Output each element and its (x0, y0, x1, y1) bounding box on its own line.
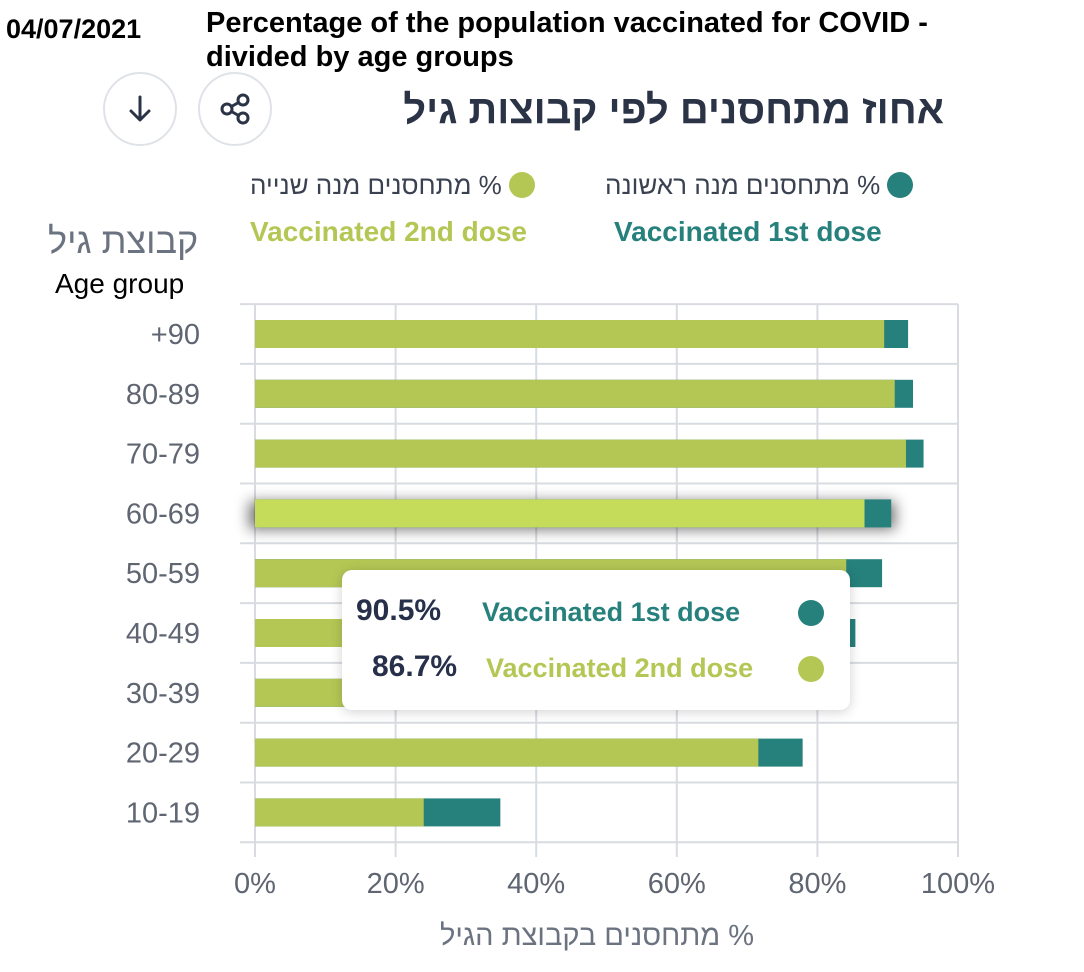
bar-dose2 (255, 320, 885, 348)
x-tick-label: 20% (367, 868, 425, 900)
bar-dose2 (255, 798, 424, 827)
legend-label-dose1-he: % מתחסנים מנה ראשונה (605, 170, 881, 200)
x-tick-label: 0% (234, 868, 276, 900)
tooltip-label-dose1: Vaccinated 1st dose (482, 597, 741, 627)
legend-dot-dose1 (887, 172, 914, 198)
x-tick-label: 60% (648, 868, 706, 900)
date-label: 04/07/2021 (6, 14, 142, 44)
y-axis-title-he: קבוצת גיל (48, 220, 199, 261)
x-tick-label: 100% (921, 868, 995, 900)
y-tick-label: 60-69 (126, 498, 200, 530)
y-tick-label: 80-89 (126, 379, 200, 411)
legend-label-dose2-en: Vaccinated 2nd dose (250, 216, 527, 247)
tooltip-value-dose1: 90.5% (356, 594, 442, 627)
tooltip-dot-dose1 (798, 600, 824, 626)
y-tick-label: 70-79 (126, 439, 200, 471)
bar-dose2 (255, 439, 906, 468)
x-tick-label: 40% (507, 868, 565, 900)
y-tick-label: 50-59 (126, 558, 200, 590)
x-axis-title: % מתחסנים בקבוצת הגיל (440, 920, 755, 952)
y-tick-label: 30-39 (126, 678, 200, 710)
chart-title-en: Percentage of the population vaccinated … (206, 7, 928, 74)
tooltip-row-dose1: 90.5% Vaccinated 1st dose (342, 588, 850, 638)
tooltip-row-dose2: 86.7% Vaccinated 2nd dose (342, 644, 850, 694)
y-tick-label: 20-29 (126, 738, 200, 770)
bar-dose2 (255, 379, 895, 408)
tooltip-dot-dose2 (798, 656, 824, 682)
tooltip-label-dose2: Vaccinated 2nd dose (486, 653, 754, 683)
share-icon (220, 93, 250, 125)
tooltip: 90.5% Vaccinated 1st dose 86.7% Vaccinat… (342, 570, 850, 710)
download-button[interactable] (103, 72, 177, 146)
legend-item-dose1-he[interactable]: % מתחסנים מנה ראשונה (605, 170, 914, 201)
legend-label-dose2-he: % מתחסנים מנה שנייה (250, 170, 502, 200)
tooltip-value-dose2: 86.7% (372, 650, 458, 683)
x-tick-label: 80% (788, 868, 846, 900)
chart-title-he: אחוז מתחסנים לפי קבוצות גיל (403, 88, 944, 132)
chart-labels: 0% 20% 40% 60% 80% 100% +90 80-89 70-79 60-69 50-5… (126, 319, 995, 900)
share-button[interactable] (198, 72, 272, 146)
legend-dot-dose2 (509, 172, 536, 198)
legend-item-dose2-he[interactable]: % מתחסנים מנה שנייה (250, 170, 536, 201)
y-tick-label: +90 (151, 319, 200, 351)
download-arrow-icon (129, 95, 151, 122)
y-axis-title-en: Age group (55, 268, 185, 299)
y-tick-label: 40-49 (126, 618, 200, 650)
y-tick-label: 10-19 (126, 797, 200, 829)
bar-dose2 (255, 499, 865, 528)
bar-dose2 (255, 738, 759, 767)
legend-label-dose1-en: Vaccinated 1st dose (614, 216, 882, 247)
